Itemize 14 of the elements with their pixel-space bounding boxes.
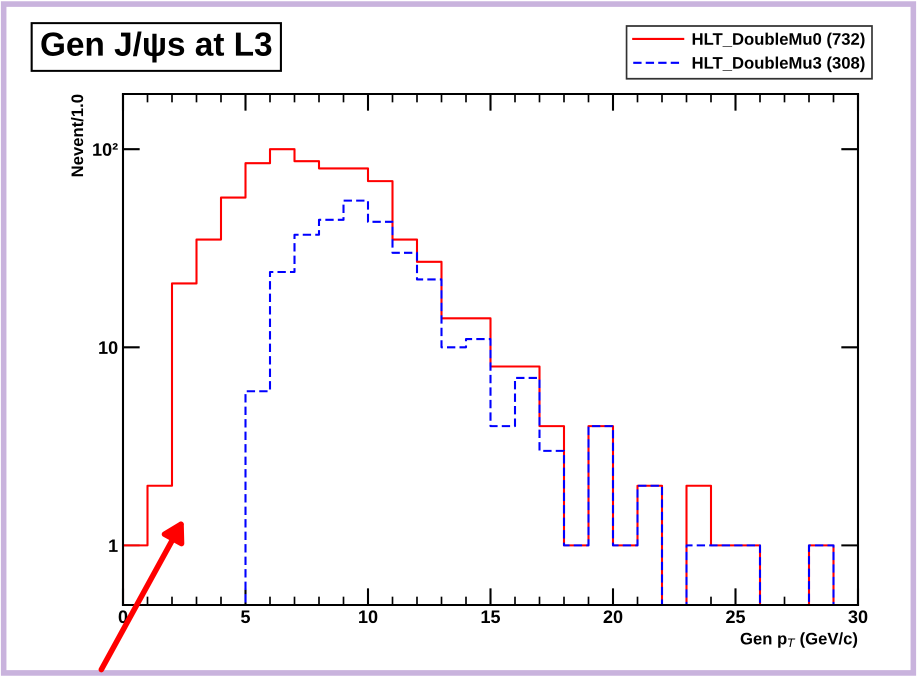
y-tick-label: 1 bbox=[109, 539, 118, 552]
chart-title: Gen J/ψs at L3 bbox=[41, 31, 272, 63]
x-tick-label: 20 bbox=[604, 610, 622, 624]
x-tick-label: 10 bbox=[359, 610, 378, 624]
x-tick-label: 30 bbox=[848, 610, 868, 624]
legend-label: HLT_DoubleMu3 (308) bbox=[692, 56, 865, 72]
x-tick-label: 5 bbox=[241, 610, 250, 624]
x-tick-label: 25 bbox=[726, 610, 746, 624]
y-tick-label: 10² bbox=[93, 143, 118, 156]
legend-label: HLT_DoubleMu0 (732) bbox=[692, 32, 865, 48]
y-tick-label: 10 bbox=[99, 341, 118, 354]
y-axis-title: Nevent/1.0 bbox=[70, 94, 84, 176]
x-axis-title: Gen p$_{T}$ (GeV/c) bbox=[740, 632, 858, 648]
x-tick-label: 15 bbox=[482, 610, 500, 624]
